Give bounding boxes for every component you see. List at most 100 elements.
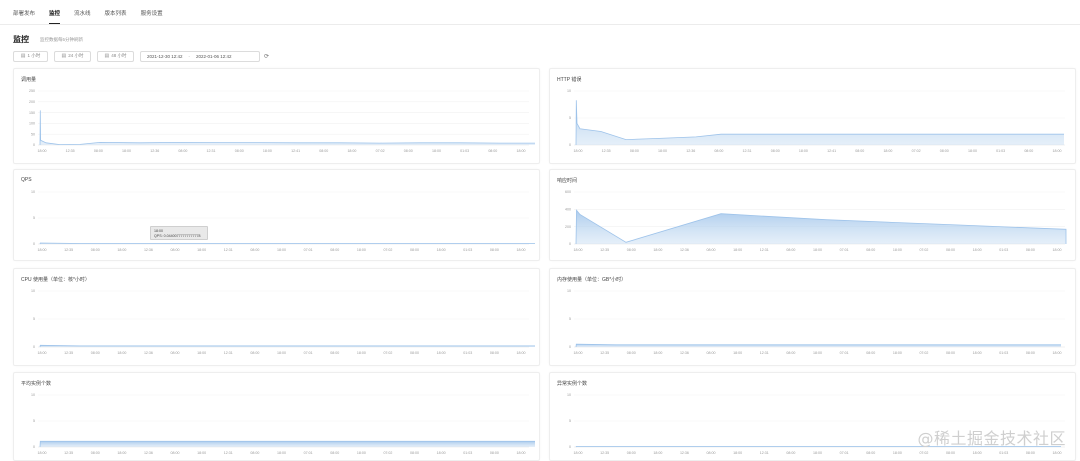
x-tick-label: 12:36: [144, 248, 153, 252]
y-tick-label: 10: [31, 190, 35, 194]
x-tick-label: 18:00: [733, 351, 742, 355]
range-48h-button[interactable]: ▤ 48 小时: [97, 50, 134, 62]
calls-chart: 0 50 100 150 200 250 18:00 12:35 08:00 18:00 12:36…: [29, 89, 535, 153]
x-tick-label: 18:00: [347, 149, 356, 153]
x-tick-label: 12:35: [64, 451, 73, 455]
x-tick-label: 18:00: [653, 351, 662, 355]
x-tick-label: 18:00: [574, 149, 583, 153]
y-tick-label: 400: [565, 208, 571, 212]
x-tick-label: 01:03: [999, 451, 1008, 455]
x-tick-label: 07:01: [304, 451, 313, 455]
x-tick-label: 18:00: [1053, 351, 1062, 355]
y-tick-label: 5: [33, 419, 35, 423]
chart-card-calls: 调用量 0 50 100 150 200 250 18:00 12:35 08:00 18:00 1…: [13, 68, 540, 164]
x-tick-label: 18:00: [574, 248, 583, 252]
series-line: [575, 100, 1064, 146]
chart-card-cpu: CPU 使用量（单位：核*小时） 0 5 10 18:00 12:35 08:00 18:0…: [13, 268, 540, 366]
x-tick-label: 08:00: [707, 451, 716, 455]
x-tick-label: 08:00: [940, 149, 949, 153]
y-tick-label: 0: [33, 445, 35, 449]
x-tick-label: 08:00: [171, 248, 180, 252]
x-tick-label: 08:00: [1024, 149, 1033, 153]
series-line: [575, 446, 1061, 448]
x-tick-label: 07:01: [840, 248, 849, 252]
x-tick-label: 01:03: [999, 351, 1008, 355]
x-tick-label: 08:00: [490, 351, 499, 355]
tab-monitor[interactable]: 监控: [49, 10, 61, 24]
x-tick-label: 18:00: [973, 351, 982, 355]
x-tick-label: 07:02: [383, 351, 392, 355]
range-24h-button[interactable]: ▤ 24 小时: [54, 50, 91, 62]
y-tick-label: 5: [33, 216, 35, 220]
y-tick-label: 50: [31, 132, 35, 136]
x-tick-label: 12:31: [760, 451, 769, 455]
chart-title: 调用量: [21, 77, 37, 83]
x-tick-label: 18:00: [38, 248, 47, 252]
x-tick-label: 12:35: [64, 351, 73, 355]
tab-divider: [0, 24, 1080, 25]
x-tick-label: 08:00: [627, 248, 636, 252]
x-tick-label: 12:31: [760, 248, 769, 252]
x-tick-label: 01:03: [463, 451, 472, 455]
range-end[interactable]: 2022-01-06 12:42: [196, 53, 232, 59]
x-tick-label: 08:00: [714, 149, 723, 153]
x-tick-label: 08:00: [627, 351, 636, 355]
y-tick-label: 200: [565, 225, 571, 229]
x-tick-label: 07:01: [840, 351, 849, 355]
range-1h-button[interactable]: ▤ 1 小时: [13, 50, 48, 62]
x-tick-label: 18:00: [277, 451, 286, 455]
chart-card-errors: 异常实例个数 0 5 10 18:00 12:35 08:00 18:00 12:36 08:0…: [549, 372, 1076, 461]
x-tick-label: 18:00: [517, 351, 526, 355]
x-tick-label: 18:00: [197, 248, 206, 252]
range-separator: -: [188, 53, 191, 59]
x-tick-label: 08:00: [488, 149, 497, 153]
x-tick-label: 18:00: [517, 149, 526, 153]
x-tick-label: 12:41: [291, 149, 300, 153]
date-range-picker[interactable]: 2021-12-30 12:42 - 2022-01-06 12:42: [140, 50, 260, 62]
x-tick-label: 08:00: [855, 149, 864, 153]
tab-versions[interactable]: 版本列表: [104, 11, 127, 17]
x-tick-label: 18:00: [437, 351, 446, 355]
chart-card-latency: 响应时间 0 200 400 600 18:00 12:35 08:00 18:00 12:36…: [549, 169, 1076, 261]
x-tick-label: 18:00: [574, 451, 583, 455]
page-title: 监控: [13, 35, 29, 44]
y-tick-label: 10: [31, 393, 35, 397]
calendar-icon: ▤: [20, 53, 26, 59]
x-tick-label: 18:00: [973, 248, 982, 252]
y-tick-label: 0: [33, 345, 35, 349]
x-tick-label: 12:36: [686, 149, 695, 153]
x-tick-label: 08:00: [786, 248, 795, 252]
x-tick-label: 18:00: [277, 351, 286, 355]
x-tick-label: 08:00: [490, 451, 499, 455]
x-tick-label: 18:00: [277, 248, 286, 252]
refresh-icon[interactable]: ⟳: [264, 53, 270, 60]
tab-settings[interactable]: 服务设置: [140, 11, 163, 17]
x-tick-label: 18:00: [653, 451, 662, 455]
x-tick-label: 12:36: [680, 248, 689, 252]
y-tick-label: 0: [569, 345, 571, 349]
tab-pipeline[interactable]: 流水线: [74, 11, 91, 17]
x-tick-label: 18:00: [117, 248, 126, 252]
y-tick-label: 10: [567, 289, 571, 293]
x-tick-label: 08:00: [330, 451, 339, 455]
x-tick-label: 18:00: [799, 149, 808, 153]
tab-deploy[interactable]: 部署发布: [13, 11, 36, 17]
x-tick-label: 08:00: [250, 248, 259, 252]
x-tick-label: 08:00: [94, 149, 103, 153]
x-tick-label: 01:03: [463, 248, 472, 252]
x-tick-label: 18:00: [813, 351, 822, 355]
x-tick-label: 08:00: [786, 351, 795, 355]
x-tick-label: 18:00: [117, 351, 126, 355]
x-tick-label: 12:36: [144, 451, 153, 455]
y-tick-label: 150: [29, 111, 35, 115]
chart-tooltip: 18:00 QPS: 0.04400777777777778: [150, 226, 208, 240]
x-tick-label: 01:03: [460, 149, 469, 153]
range-start[interactable]: 2021-12-30 12:42: [147, 53, 183, 59]
x-tick-label: 08:00: [1026, 451, 1035, 455]
x-tick-label: 12:31: [760, 351, 769, 355]
chart-title: 响应时间: [557, 178, 578, 184]
y-tick-label: 5: [569, 317, 571, 321]
x-tick-label: 08:00: [330, 351, 339, 355]
series-area: [40, 441, 535, 447]
y-tick-label: 10: [567, 89, 571, 93]
